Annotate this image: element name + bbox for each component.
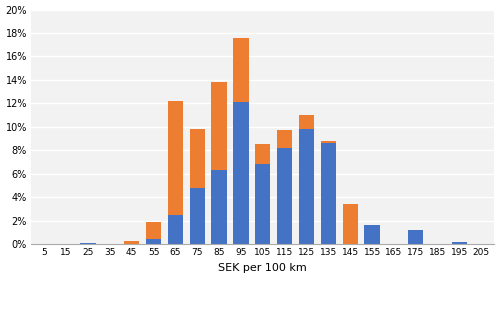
Bar — [190, 129, 205, 188]
Bar — [452, 242, 467, 244]
Bar — [80, 243, 96, 244]
Bar — [255, 164, 270, 244]
Bar — [190, 188, 205, 244]
X-axis label: SEK per 100 km: SEK per 100 km — [218, 263, 307, 273]
Bar — [320, 141, 336, 143]
Bar — [212, 170, 227, 244]
Bar — [146, 239, 161, 244]
Bar — [124, 241, 140, 244]
Bar — [364, 225, 380, 244]
Bar — [255, 144, 270, 164]
Bar — [408, 230, 424, 244]
Bar — [234, 38, 248, 102]
Bar — [212, 82, 227, 170]
Bar — [146, 222, 161, 239]
Bar — [277, 131, 292, 148]
Bar — [168, 101, 183, 215]
Bar — [320, 143, 336, 244]
Bar — [299, 129, 314, 244]
Bar — [168, 215, 183, 244]
Bar — [342, 204, 358, 244]
Bar — [299, 115, 314, 129]
Bar — [277, 148, 292, 244]
Bar — [234, 102, 248, 244]
